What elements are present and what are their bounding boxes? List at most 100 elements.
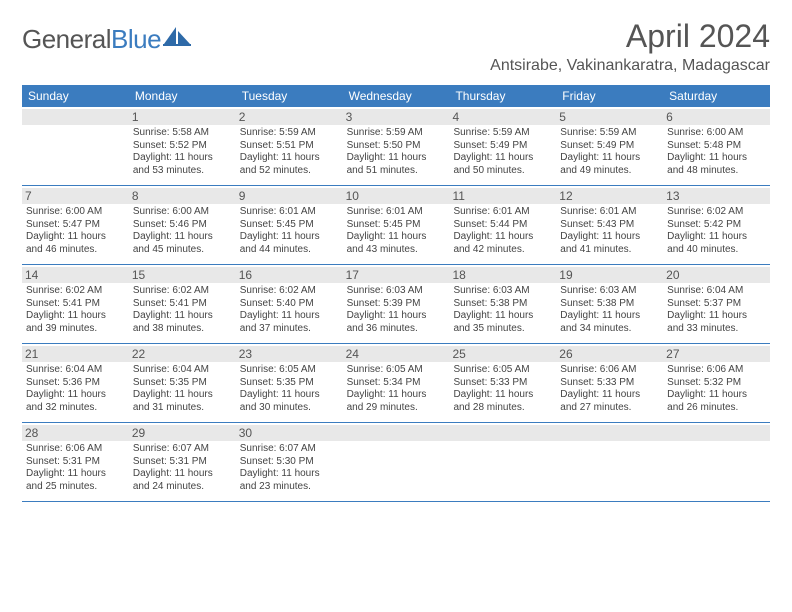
day-number: 5 — [556, 109, 663, 125]
day-number: 18 — [449, 267, 556, 283]
day-number: 3 — [343, 109, 450, 125]
day-cell: 19 Sunrise: 6:03 AMSunset: 5:38 PMDayligh… — [556, 265, 663, 343]
title-block: April 2024 Antsirabe, Vakinankaratra, Ma… — [490, 18, 770, 75]
day-info: Sunrise: 6:03 AMSunset: 5:39 PMDaylight:… — [347, 285, 446, 335]
week-row: 21Sunrise: 6:04 AMSunset: 5:36 PMDayligh… — [22, 344, 770, 423]
day-info: Sunrise: 6:05 AMSunset: 5:34 PMDaylight:… — [347, 364, 446, 414]
day-cell: 1Sunrise: 5:58 AMSunset: 5:52 PMDaylight… — [129, 107, 236, 185]
day-cell: 29 Sunrise: 6:07 AMSunset: 5:31 PMDayligh… — [129, 423, 236, 501]
weekday-header: Sunday — [22, 85, 129, 107]
day-cell: 26 Sunrise: 6:06 AMSunset: 5:33 PMDayligh… — [556, 344, 663, 422]
day-info: Sunrise: 6:07 AMSunset: 5:31 PMDaylight:… — [133, 443, 232, 493]
day-cell: 3 Sunrise: 5:59 AMSunset: 5:50 PMDaylight… — [343, 107, 450, 185]
day-cell: 27 Sunrise: 6:06 AMSunset: 5:32 PMDayligh… — [663, 344, 770, 422]
weekday-header: Wednesday — [343, 85, 450, 107]
day-info: Sunrise: 6:02 AMSunset: 5:41 PMDaylight:… — [133, 285, 232, 335]
day-cell: 22 Sunrise: 6:04 AMSunset: 5:35 PMDayligh… — [129, 344, 236, 422]
day-cell: 28Sunrise: 6:06 AMSunset: 5:31 PMDayligh… — [22, 423, 129, 501]
empty-day-header — [22, 109, 129, 125]
day-cell — [449, 423, 556, 501]
day-cell — [22, 107, 129, 185]
day-cell — [556, 423, 663, 501]
day-number: 7 — [22, 188, 129, 204]
day-cell: 5 Sunrise: 5:59 AMSunset: 5:49 PMDaylight… — [556, 107, 663, 185]
day-cell — [663, 423, 770, 501]
day-number: 2 — [236, 109, 343, 125]
day-cell: 14 Sunrise: 6:02 AMSunset: 5:41 PMDayligh… — [22, 265, 129, 343]
day-number: 10 — [343, 188, 450, 204]
weekday-header: Monday — [129, 85, 236, 107]
day-cell: 18 Sunrise: 6:03 AMSunset: 5:38 PMDayligh… — [449, 265, 556, 343]
day-number: 13 — [663, 188, 770, 204]
weekday-header: Friday — [556, 85, 663, 107]
day-number: 19 — [556, 267, 663, 283]
day-number: 11 — [449, 188, 556, 204]
logo-text-gray: General — [22, 24, 111, 54]
day-cell: 7 Sunrise: 6:00 AMSunset: 5:47 PMDaylight… — [22, 186, 129, 264]
header: GeneralBlue April 2024 Antsirabe, Vakina… — [22, 18, 770, 75]
day-number: 9 — [236, 188, 343, 204]
empty-day-header — [556, 425, 663, 441]
day-number: 1 — [129, 109, 236, 125]
day-number: 4 — [449, 109, 556, 125]
day-number: 14 — [22, 267, 129, 283]
day-cell — [343, 423, 450, 501]
day-info: Sunrise: 6:00 AMSunset: 5:48 PMDaylight:… — [667, 127, 766, 177]
empty-day-header — [343, 425, 450, 441]
day-info: Sunrise: 6:07 AMSunset: 5:30 PMDaylight:… — [240, 443, 339, 493]
day-cell: 12Sunrise: 6:01 AMSunset: 5:43 PMDayligh… — [556, 186, 663, 264]
day-info: Sunrise: 6:03 AMSunset: 5:38 PMDaylight:… — [560, 285, 659, 335]
day-info: Sunrise: 6:02 AMSunset: 5:41 PMDaylight:… — [26, 285, 125, 335]
day-number: 15 — [129, 267, 236, 283]
day-cell: 13Sunrise: 6:02 AMSunset: 5:42 PMDayligh… — [663, 186, 770, 264]
weekday-header: Saturday — [663, 85, 770, 107]
day-cell: 15 Sunrise: 6:02 AMSunset: 5:41 PMDayligh… — [129, 265, 236, 343]
day-cell: 2 Sunrise: 5:59 AMSunset: 5:51 PMDaylight… — [236, 107, 343, 185]
calendar: SundayMondayTuesdayWednesdayThursdayFrid… — [22, 85, 770, 502]
day-number: 30 — [236, 425, 343, 441]
day-cell: 11 Sunrise: 6:01 AMSunset: 5:44 PMDayligh… — [449, 186, 556, 264]
day-number: 25 — [449, 346, 556, 362]
week-row: 14Sunrise: 6:02 AMSunset: 5:41 PMDayligh… — [22, 265, 770, 344]
location: Antsirabe, Vakinankaratra, Madagascar — [490, 57, 770, 75]
day-number: 22 — [129, 346, 236, 362]
day-info: Sunrise: 5:59 AMSunset: 5:49 PMDaylight:… — [453, 127, 552, 177]
day-number: 27 — [663, 346, 770, 362]
day-info: Sunrise: 6:06 AMSunset: 5:32 PMDaylight:… — [667, 364, 766, 414]
day-cell: 21Sunrise: 6:04 AMSunset: 5:36 PMDayligh… — [22, 344, 129, 422]
week-row: 28Sunrise: 6:06 AMSunset: 5:31 PMDayligh… — [22, 423, 770, 502]
day-cell: 8 Sunrise: 6:00 AMSunset: 5:46 PMDaylight… — [129, 186, 236, 264]
day-cell: 24 Sunrise: 6:05 AMSunset: 5:34 PMDayligh… — [343, 344, 450, 422]
day-info: Sunrise: 5:59 AMSunset: 5:51 PMDaylight:… — [240, 127, 339, 177]
day-info: Sunrise: 6:04 AMSunset: 5:36 PMDaylight:… — [26, 364, 125, 414]
day-number: 24 — [343, 346, 450, 362]
day-info: Sunrise: 6:01 AMSunset: 5:43 PMDaylight:… — [560, 206, 659, 256]
day-info: Sunrise: 6:01 AMSunset: 5:45 PMDaylight:… — [347, 206, 446, 256]
day-cell: 17Sunrise: 6:03 AMSunset: 5:39 PMDayligh… — [343, 265, 450, 343]
day-number: 20 — [663, 267, 770, 283]
day-info: Sunrise: 6:04 AMSunset: 5:35 PMDaylight:… — [133, 364, 232, 414]
day-info: Sunrise: 6:03 AMSunset: 5:38 PMDaylight:… — [453, 285, 552, 335]
day-cell: 10 Sunrise: 6:01 AMSunset: 5:45 PMDayligh… — [343, 186, 450, 264]
logo-sail-icon — [163, 25, 191, 52]
day-info: Sunrise: 6:01 AMSunset: 5:44 PMDaylight:… — [453, 206, 552, 256]
day-number: 26 — [556, 346, 663, 362]
day-cell: 20Sunrise: 6:04 AMSunset: 5:37 PMDayligh… — [663, 265, 770, 343]
day-info: Sunrise: 6:06 AMSunset: 5:33 PMDaylight:… — [560, 364, 659, 414]
day-info: Sunrise: 6:02 AMSunset: 5:40 PMDaylight:… — [240, 285, 339, 335]
day-info: Sunrise: 5:59 AMSunset: 5:50 PMDaylight:… — [347, 127, 446, 177]
day-number: 29 — [129, 425, 236, 441]
day-info: Sunrise: 5:59 AMSunset: 5:49 PMDaylight:… — [560, 127, 659, 177]
day-cell: 25Sunrise: 6:05 AMSunset: 5:33 PMDayligh… — [449, 344, 556, 422]
day-number: 8 — [129, 188, 236, 204]
day-info: Sunrise: 6:00 AMSunset: 5:46 PMDaylight:… — [133, 206, 232, 256]
week-row: 7 Sunrise: 6:00 AMSunset: 5:47 PMDaylight… — [22, 186, 770, 265]
day-info: Sunrise: 6:00 AMSunset: 5:47 PMDaylight:… — [26, 206, 125, 256]
weekday-header: Tuesday — [236, 85, 343, 107]
month-title: April 2024 — [490, 18, 770, 55]
day-info: Sunrise: 6:05 AMSunset: 5:35 PMDaylight:… — [240, 364, 339, 414]
weekday-header: Thursday — [449, 85, 556, 107]
day-cell: 30 Sunrise: 6:07 AMSunset: 5:30 PMDayligh… — [236, 423, 343, 501]
weeks-container: 1Sunrise: 5:58 AMSunset: 5:52 PMDaylight… — [22, 107, 770, 502]
day-number: 6 — [663, 109, 770, 125]
